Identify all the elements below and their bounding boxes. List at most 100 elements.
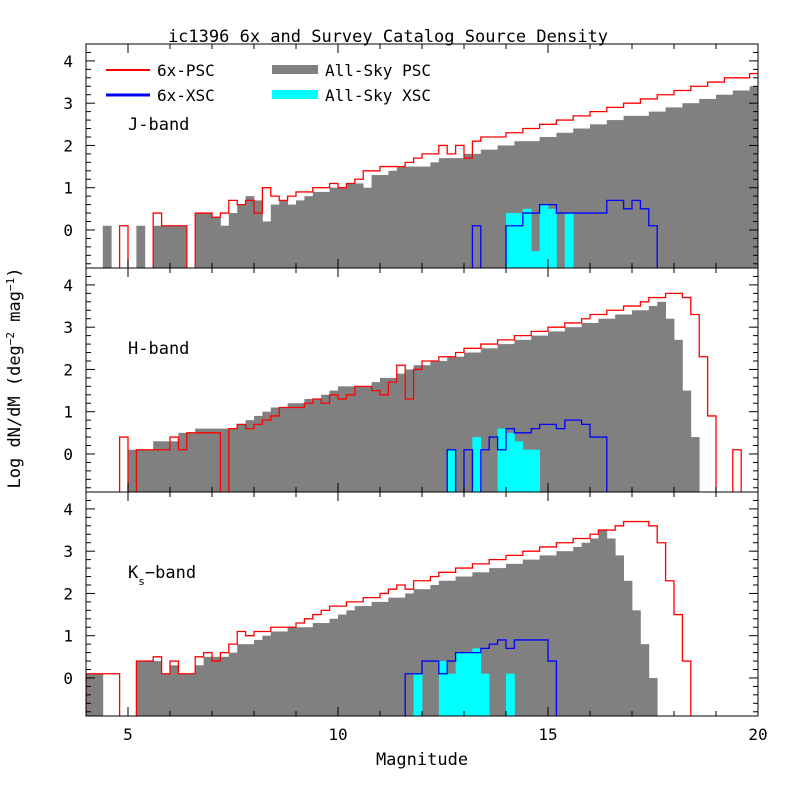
allsky-psc-bar <box>287 204 297 268</box>
chart-title: ic1396 6x and Survey Catalog Source Dens… <box>168 27 608 47</box>
allsky-psc-bar <box>396 166 406 268</box>
allsky-psc-bar <box>615 120 624 268</box>
allsky-psc-bar <box>497 568 507 716</box>
panel-j-band: 0 1 2 3 4 J-band <box>63 43 800 269</box>
y-tick-label: 4 <box>63 276 73 295</box>
allsky-psc-bar <box>178 432 188 492</box>
allsky-psc-bar <box>270 407 280 492</box>
allsky-psc-bar <box>237 644 246 716</box>
allsky-psc-bar <box>480 572 490 716</box>
allsky-xsc-bar <box>522 208 532 268</box>
allsky-psc-bar <box>396 373 406 492</box>
allsky-psc-bar <box>489 568 498 716</box>
allsky-psc-bar <box>480 348 490 492</box>
allsky-psc-bar <box>380 175 389 268</box>
band-label-ks-band: Ks−band <box>128 563 196 588</box>
allsky-psc-bar <box>144 449 154 492</box>
allsky-psc-bar <box>522 339 532 492</box>
allsky-psc-bar <box>640 644 650 716</box>
allsky-psc-bar <box>640 115 650 268</box>
allsky-psc-bar <box>321 191 330 268</box>
allsky-psc-bar <box>792 78 800 268</box>
allsky-psc-bar <box>212 428 221 492</box>
allsky-psc-bar <box>506 344 515 492</box>
allsky-psc-bar <box>682 103 692 268</box>
allsky-psc-bar <box>506 145 515 268</box>
panels: 0 1 2 3 4 J-band 0 1 2 3 4 H-band 0 1 2 3 4 Ks−band <box>63 43 800 717</box>
allsky-psc-bar <box>548 136 557 268</box>
ylabel-exp1: −2 <box>4 332 17 345</box>
allsky-psc-bar <box>161 225 171 268</box>
allsky-psc-bar <box>581 128 591 268</box>
allsky-psc-bar <box>640 310 650 492</box>
allsky-psc-bar <box>329 187 339 268</box>
x-tick-label: 10 <box>328 725 347 744</box>
allsky-psc-bar <box>775 82 784 268</box>
allsky-psc-bar <box>564 132 574 268</box>
allsky-psc-bar <box>388 170 398 268</box>
allsky-psc-bar <box>203 213 213 268</box>
y-axis-label: Log dN/dM (deg−2 mag−1) <box>4 268 26 489</box>
allsky-psc-bar <box>228 428 238 492</box>
allsky-psc-bar <box>758 86 767 268</box>
allsky-psc-bar <box>270 631 280 716</box>
allsky-psc-bar <box>455 158 465 268</box>
legend-swatch-allsky-xsc <box>272 90 318 99</box>
allsky-psc-bar <box>405 369 414 492</box>
allsky-xsc-bar <box>564 213 574 268</box>
allsky-psc-bar <box>539 335 549 492</box>
allsky-psc-bar <box>245 644 255 716</box>
allsky-psc-bar <box>430 162 440 268</box>
y-tick-label: 1 <box>63 403 73 422</box>
allsky-psc-bar <box>472 572 482 716</box>
allsky-psc-bar <box>556 132 566 268</box>
allsky-psc-bar <box>346 183 356 268</box>
allsky-psc-bar <box>329 618 339 716</box>
legend-label-allsky-psc: All-Sky PSC <box>325 61 431 80</box>
allsky-psc-bar <box>472 352 482 492</box>
y-tick-label: 2 <box>63 136 73 155</box>
allsky-psc-bar <box>674 339 683 492</box>
allsky-xsc-bar <box>447 449 456 492</box>
x-tick-label: 5 <box>123 725 133 744</box>
legend-swatch-allsky-psc <box>272 65 318 74</box>
x-axis-label: Magnitude <box>376 750 468 770</box>
allsky-xsc-bar <box>506 213 515 268</box>
allsky-psc-bar <box>186 432 196 492</box>
allsky-psc-bar <box>413 589 423 716</box>
allsky-psc-bar <box>598 530 608 716</box>
allsky-psc-bar <box>396 597 406 716</box>
allsky-psc-bar <box>153 225 162 268</box>
allsky-psc-bar <box>699 98 708 268</box>
allsky-psc-bar <box>245 196 255 268</box>
allsky-psc-bar <box>623 580 633 716</box>
y-tick-label: 0 <box>63 669 73 688</box>
allsky-psc-bar <box>228 652 238 716</box>
allsky-psc-bar <box>161 441 171 492</box>
allsky-psc-bar <box>161 673 171 716</box>
y-tick-label: 0 <box>63 221 73 240</box>
6x-xsc-histogram <box>446 419 608 492</box>
allsky-psc-bar <box>195 665 204 716</box>
allsky-psc-bar <box>321 394 330 492</box>
allsky-psc-bar <box>245 420 255 492</box>
panel-plot-area <box>86 520 692 716</box>
y-tick-label: 4 <box>63 52 73 71</box>
allsky-psc-bar <box>136 225 146 268</box>
allsky-psc-bar <box>304 627 314 716</box>
y-tick-label: 4 <box>63 500 73 519</box>
allsky-psc-bar <box>371 175 381 268</box>
allsky-psc-bar <box>548 555 557 716</box>
allsky-psc-bar <box>615 314 624 492</box>
allsky-psc-bar <box>783 82 792 268</box>
allsky-psc-bar <box>279 200 288 268</box>
allsky-psc-bar <box>102 225 112 268</box>
y-tick-label: 2 <box>63 584 73 603</box>
allsky-psc-bar <box>674 107 683 268</box>
allsky-psc-bar <box>346 610 356 716</box>
allsky-psc-bar <box>690 437 700 492</box>
allsky-psc-bar <box>648 677 658 716</box>
allsky-psc-bar <box>228 213 238 268</box>
allsky-psc-bar <box>455 576 465 716</box>
allsky-psc-bar <box>203 428 213 492</box>
